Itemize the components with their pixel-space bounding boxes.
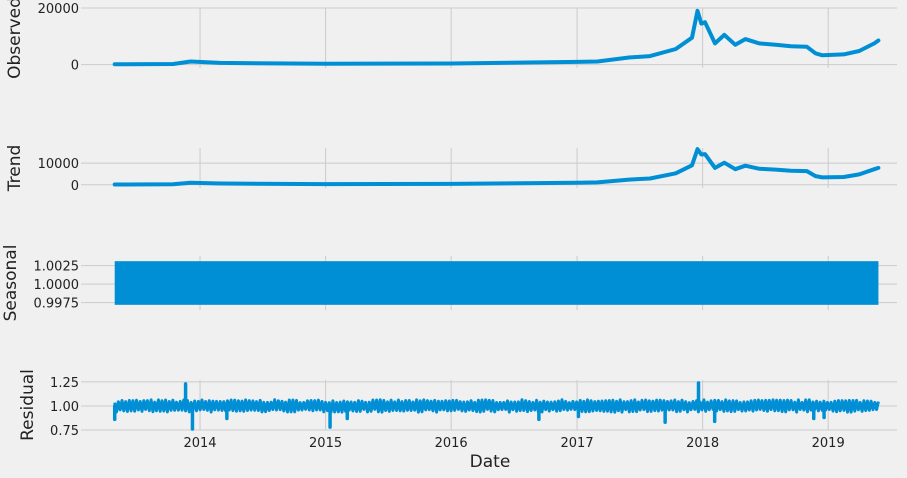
x-tick-label: 2014 xyxy=(183,436,216,451)
residual-line xyxy=(113,398,880,414)
y-tick-label: 0.75 xyxy=(50,424,79,439)
x-tick-label: 2019 xyxy=(812,436,845,451)
x-tick-label: 2018 xyxy=(686,436,719,451)
y-tick-label: 0.9975 xyxy=(34,297,80,312)
y-tick-label: 0 xyxy=(71,59,79,74)
x-tick-label: 2016 xyxy=(435,436,468,451)
x-tick-label: 2015 xyxy=(309,436,342,451)
panel-observed: 0 20000 Observed xyxy=(5,0,897,79)
series-line-trend xyxy=(112,147,881,187)
y-tick-label: 0 xyxy=(71,179,79,194)
y-tick-label: 1.0025 xyxy=(34,260,80,275)
y-tick-label: 1.25 xyxy=(50,376,79,391)
y-axis-title-seasonal: Seasonal xyxy=(1,245,21,322)
panel-seasonal: 0.9975 1.0000 1.0025 Seasonal xyxy=(1,245,897,322)
panels: 0 20000 Observed 0 10000 Trend 0.9975 1.0000 1.0… xyxy=(1,0,897,441)
y-tick-label: 1.0000 xyxy=(34,278,80,293)
y-axis-title-residual: Residual xyxy=(18,369,38,441)
y-tick-label: 20000 xyxy=(38,2,79,17)
x-tick-label: 2017 xyxy=(561,436,594,451)
series-line-observed xyxy=(112,8,881,67)
y-tick-label: 1.00 xyxy=(50,400,79,415)
y-axis-title-observed: Observed xyxy=(5,0,25,79)
x-axis-title: Date xyxy=(470,452,511,472)
panel-residual: 0.75 1.00 1.25 Residual xyxy=(18,369,897,441)
seasonal-band xyxy=(114,261,879,305)
x-axis: Date 2014 2015 2016 2017 2018 2019 xyxy=(183,436,844,472)
panel-trend: 0 10000 Trend xyxy=(5,145,897,194)
y-axis-title-trend: Trend xyxy=(5,145,25,193)
y-tick-label: 10000 xyxy=(38,157,79,172)
